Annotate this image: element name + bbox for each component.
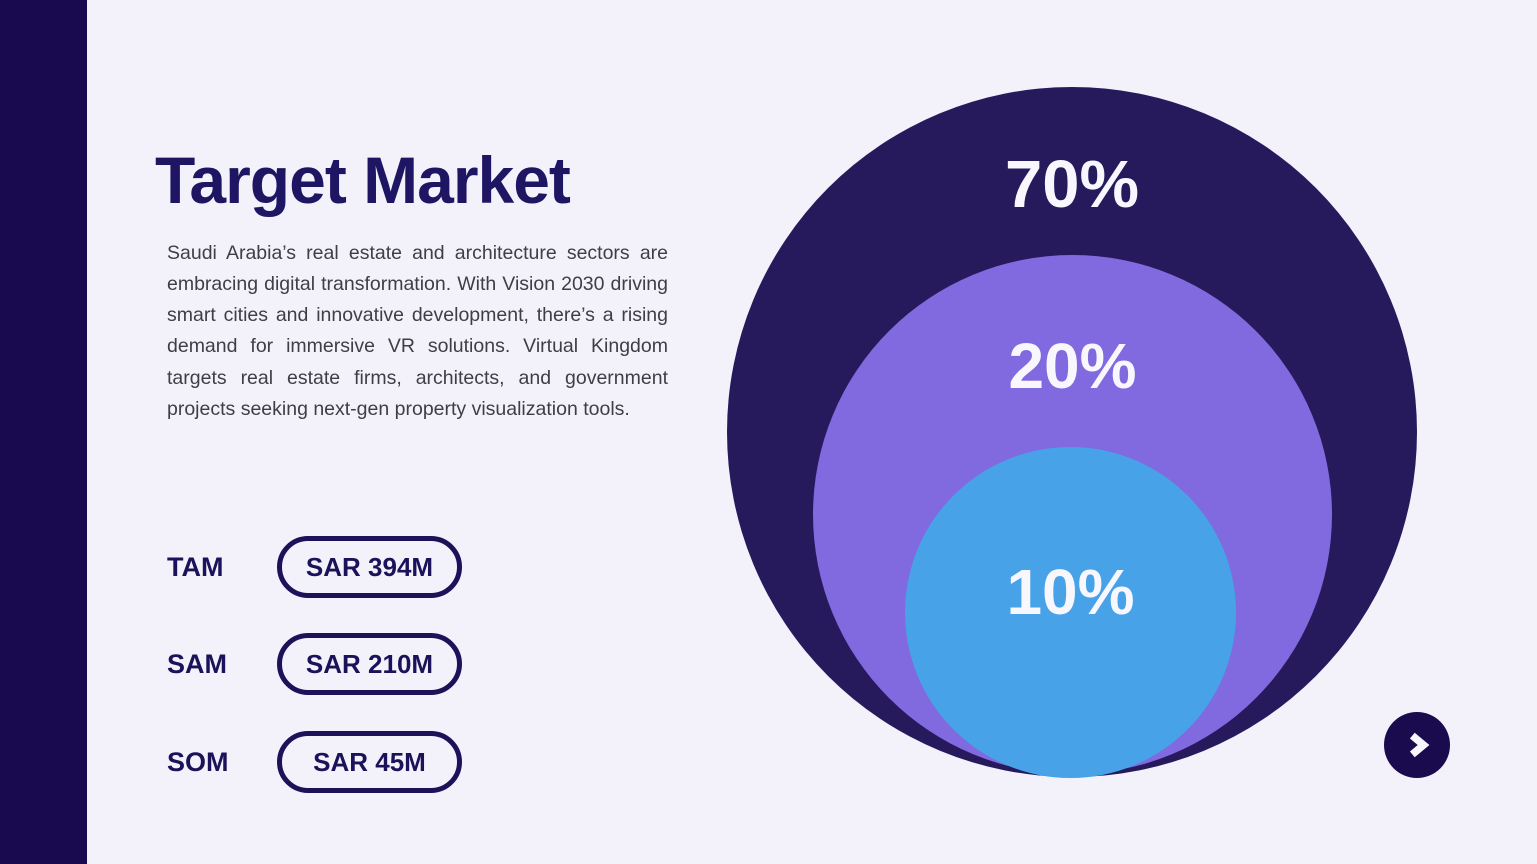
- som-circle: [905, 447, 1236, 778]
- sam-percent-label: 20%: [1008, 330, 1137, 402]
- page-title: Target Market: [155, 143, 571, 218]
- metric-row-sam: SAM SAR 210M: [167, 633, 462, 695]
- metric-pill-sam: SAR 210M: [277, 633, 462, 695]
- tam-percent-label: 70%: [1004, 147, 1140, 222]
- metric-pill-tam: SAR 394M: [277, 536, 462, 598]
- sidebar-stripe: [0, 0, 87, 864]
- metric-label-som: SOM: [167, 746, 229, 777]
- next-slide-button[interactable]: [1384, 712, 1450, 778]
- som-percent-label: 10%: [1006, 556, 1135, 628]
- metric-row-som: SOM SAR 45M: [167, 731, 462, 793]
- metric-row-tam: TAM SAR 394M: [167, 536, 462, 598]
- metric-label-tam: TAM: [167, 551, 224, 582]
- body-paragraph: Saudi Arabia’s real estate and architect…: [167, 241, 668, 420]
- metric-label-sam: SAM: [167, 648, 227, 679]
- metric-pill-som: SAR 45M: [277, 731, 462, 793]
- chevron-right-icon: [1402, 730, 1432, 760]
